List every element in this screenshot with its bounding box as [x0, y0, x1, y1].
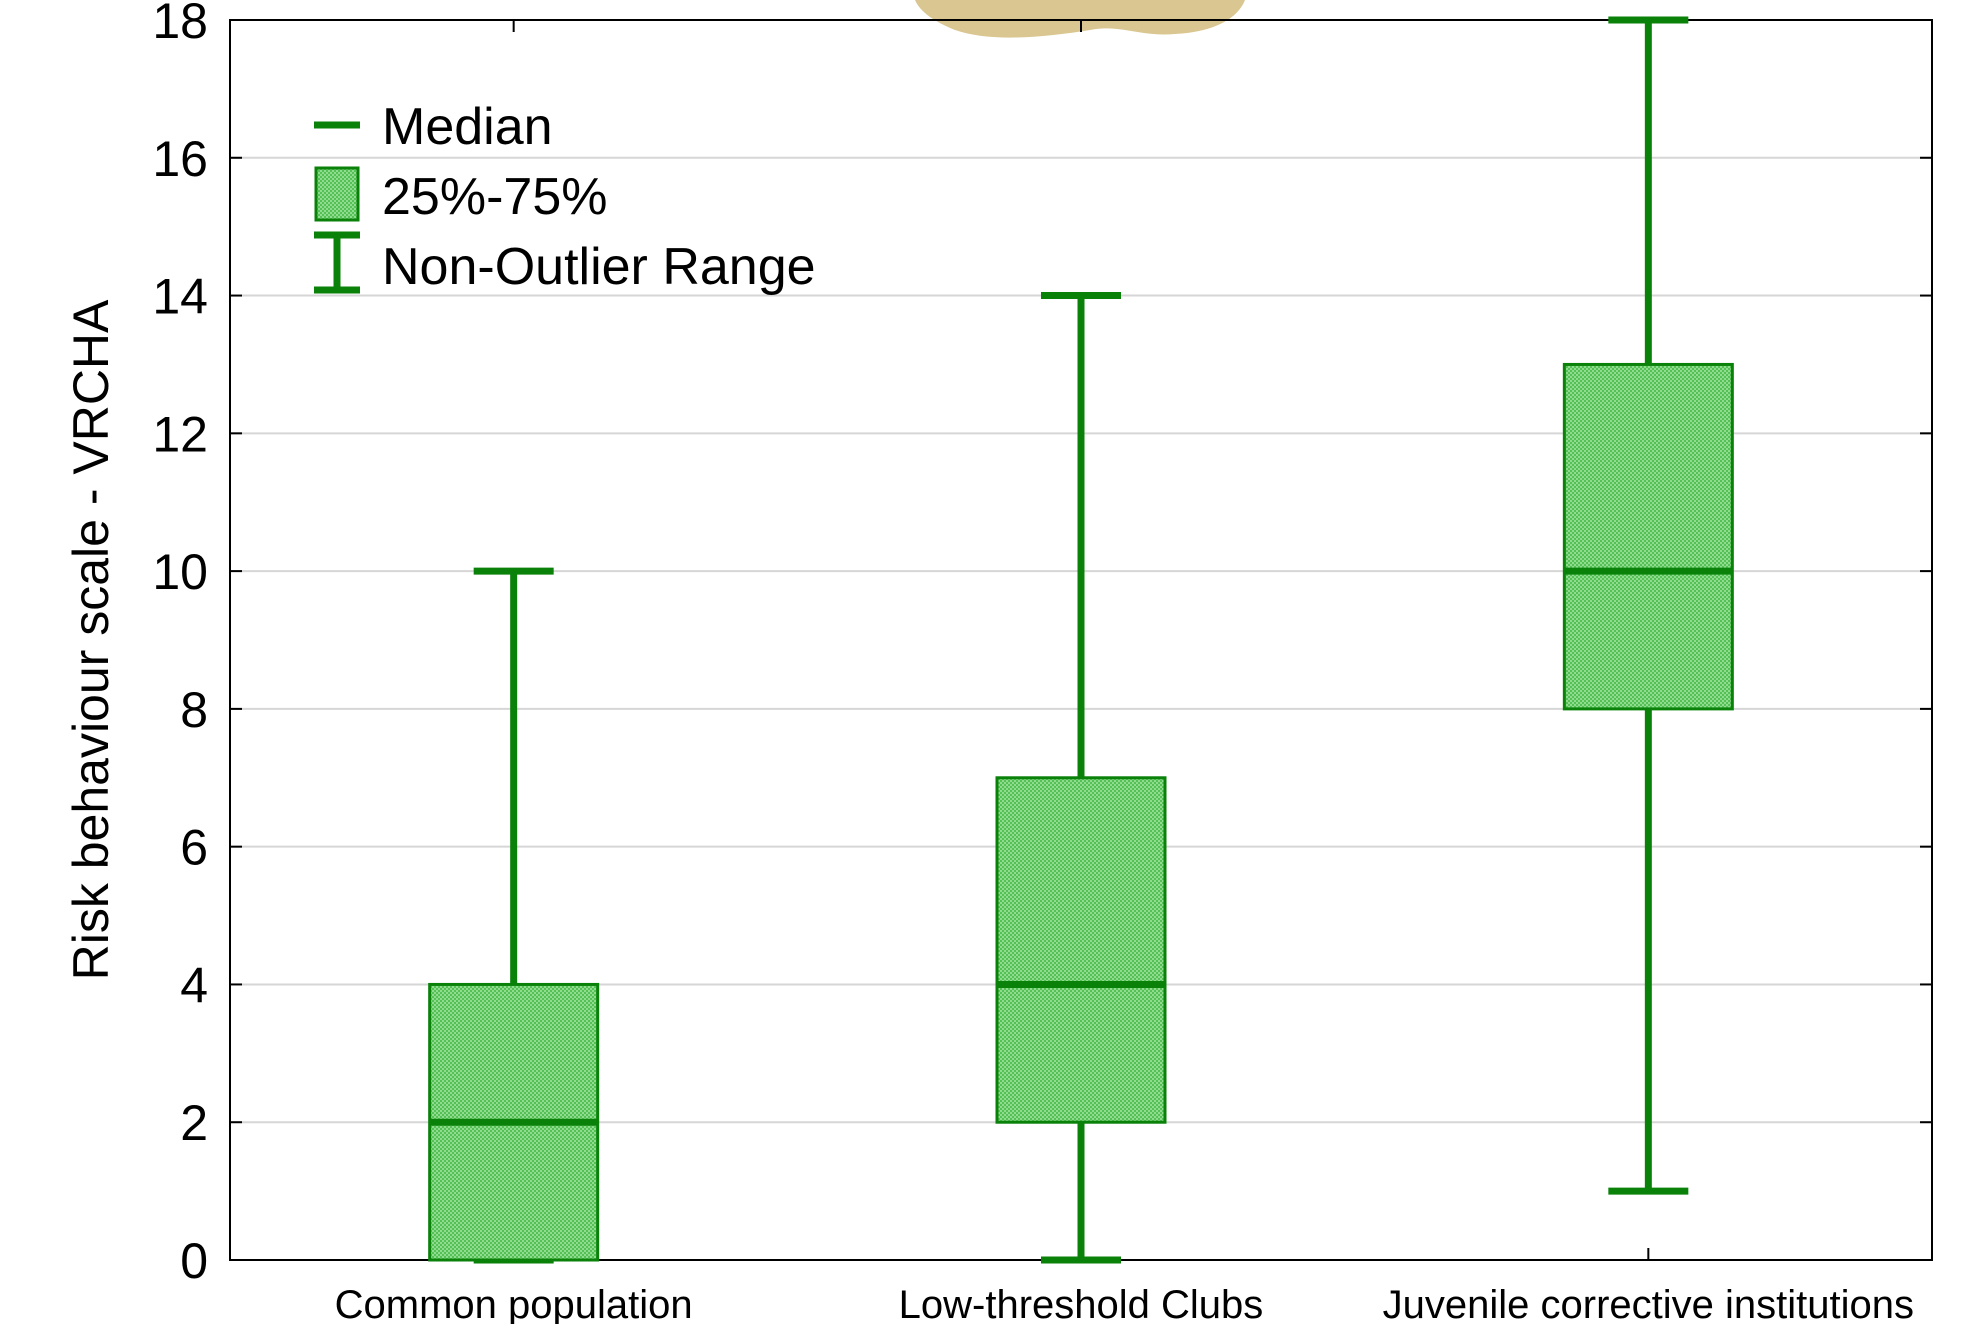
y-tick-label: 2 — [180, 1095, 208, 1151]
box-group — [1562, 16, 1734, 1195]
y-axis-title: Risk behaviour scale - VRCHA — [63, 299, 119, 980]
y-tick-label: 10 — [152, 544, 208, 600]
x-category-label: Low-threshold Clubs — [899, 1283, 1264, 1324]
legend-median-label: Median — [382, 98, 553, 156]
y-tick-label: 18 — [152, 0, 208, 49]
iqr-box — [995, 776, 1167, 1124]
legend-box-label: 25%-75% — [382, 168, 607, 226]
y-tick-label: 14 — [152, 269, 208, 325]
decorative-blob — [915, 0, 1245, 38]
y-tick-label: 4 — [180, 957, 208, 1013]
y-axis: 0 2 4 6 8 10 12 14 16 18 — [152, 0, 1932, 1289]
box-series — [428, 16, 1734, 1264]
y-tick-label: 0 — [180, 1233, 208, 1289]
y-tick-label: 16 — [152, 131, 208, 187]
y-tick-label: 8 — [180, 682, 208, 738]
box-group — [428, 567, 600, 1264]
iqr-box — [1562, 362, 1734, 711]
legend: Median 25%-75% Non-Outlier Range — [314, 98, 816, 296]
x-category-label: Common population — [335, 1283, 693, 1324]
legend-whisker-label: Non-Outlier Range — [382, 238, 816, 296]
box-group — [995, 292, 1167, 1264]
y-tick-label: 6 — [180, 820, 208, 876]
x-axis: Common population Low-threshold Clubs Juve… — [335, 20, 1914, 1324]
x-category-label: Juvenile corrective institutions — [1383, 1283, 1914, 1324]
y-tick-label: 12 — [152, 406, 208, 462]
legend-box-swatch — [314, 166, 360, 222]
